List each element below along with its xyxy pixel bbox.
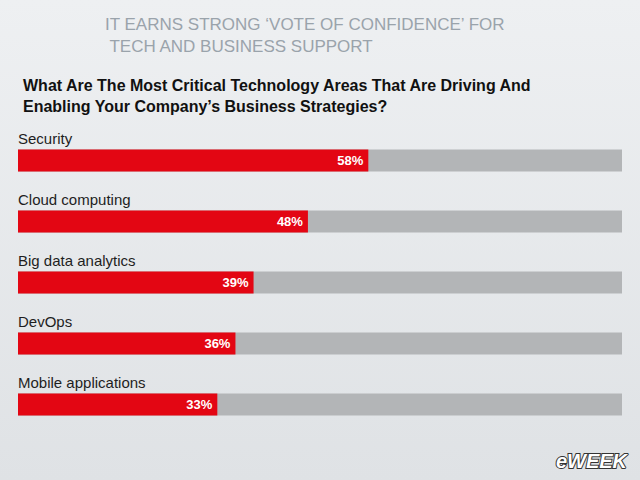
svg-text:39%: 39% (223, 275, 249, 290)
svg-text:DevOps: DevOps (18, 313, 72, 330)
svg-text:eWEEK: eWEEK (556, 450, 629, 472)
svg-text:Security: Security (18, 130, 73, 147)
svg-text:IT EARNS STRONG ‘VOTE OF CONFI: IT EARNS STRONG ‘VOTE OF CONFIDENCE’ FOR (105, 15, 505, 34)
svg-text:58%: 58% (337, 153, 363, 168)
svg-text:Mobile applications: Mobile applications (18, 374, 146, 391)
svg-text:What Are The Most Critical Tec: What Are The Most Critical Technology Ar… (23, 77, 535, 94)
svg-text:33%: 33% (186, 397, 212, 412)
svg-text:TECH AND BUSINESS SUPPORT: TECH AND BUSINESS SUPPORT (105, 37, 373, 56)
svg-text:48%: 48% (277, 214, 303, 229)
svg-text:Big data analytics: Big data analytics (18, 252, 136, 269)
svg-text:Enabling Your Company’s Busine: Enabling Your Company’s Business Strateg… (23, 98, 387, 115)
svg-text:36%: 36% (204, 336, 230, 351)
svg-text:Cloud computing: Cloud computing (18, 191, 131, 208)
